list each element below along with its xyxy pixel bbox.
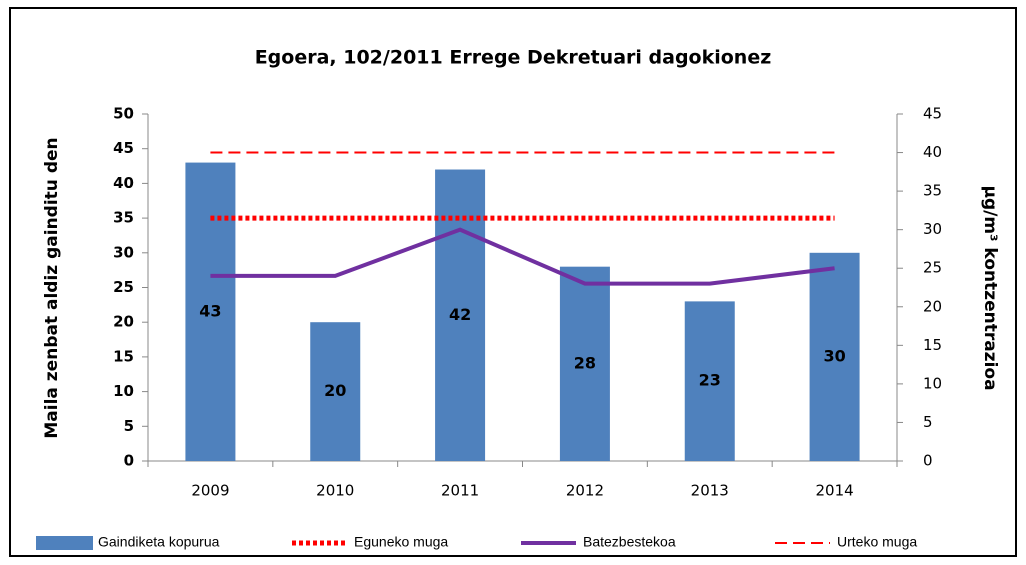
y2-tick-label: 20 (923, 297, 942, 315)
data-label: 20 (324, 381, 346, 400)
data-label: 23 (699, 371, 721, 390)
y-tick-label: 35 (113, 209, 134, 227)
y-tick-label: 30 (113, 243, 134, 261)
legend-swatch (36, 536, 93, 550)
y-tick-label: 25 (113, 278, 134, 296)
x-tick-label: 2014 (815, 482, 853, 500)
x-tick-label: 2011 (441, 482, 479, 500)
y-tick-label: 10 (113, 382, 134, 400)
y2-tick-label: 35 (923, 182, 942, 200)
y-tick-label: 15 (113, 347, 134, 365)
y2-tick-label: 45 (923, 105, 942, 123)
chart-title: Egoera, 102/2011 Errege Dekretuari dagok… (255, 47, 772, 69)
bar (185, 162, 236, 461)
legend-label: Gaindiketa kopurua (98, 534, 220, 550)
y-tick-label: 40 (113, 174, 134, 192)
y2-tick-label: 0 (923, 452, 933, 470)
y2-tick-label: 15 (923, 336, 942, 354)
y-tick-label: 0 (124, 452, 134, 470)
y2-tick-label: 25 (923, 259, 942, 277)
line-series (210, 227, 835, 286)
data-label: 42 (449, 305, 471, 324)
legend-label: Eguneko muga (354, 534, 448, 550)
x-tick-label: 2010 (316, 482, 354, 500)
y2-tick-label: 40 (923, 143, 942, 161)
bar (809, 252, 860, 461)
data-label: 43 (199, 301, 221, 320)
y-tick-label: 45 (113, 139, 134, 157)
bar (684, 301, 735, 461)
y2-axis-title: µg/m³ kontzentrazioa (980, 185, 1000, 390)
x-tick-label: 2012 (566, 482, 604, 500)
y2-tick-label: 30 (923, 220, 942, 238)
data-label: 28 (574, 353, 596, 372)
bar (559, 266, 610, 461)
y2-tick-label: 10 (923, 374, 942, 392)
data-label: 30 (823, 346, 845, 365)
y-axis-title: Maila zenbat aldiz gainditu den (42, 137, 62, 438)
x-tick-label: 2013 (691, 482, 729, 500)
x-tick-label: 2009 (191, 482, 229, 500)
y-tick-label: 50 (113, 105, 134, 123)
bar (310, 322, 361, 461)
legend-label: Batezbestekoa (583, 534, 676, 550)
y2-tick-label: 5 (923, 413, 933, 431)
y-tick-label: 5 (124, 417, 134, 435)
y-tick-label: 20 (113, 313, 134, 331)
legend-label: Urteko muga (837, 534, 917, 550)
chart-border (9, 7, 1017, 557)
